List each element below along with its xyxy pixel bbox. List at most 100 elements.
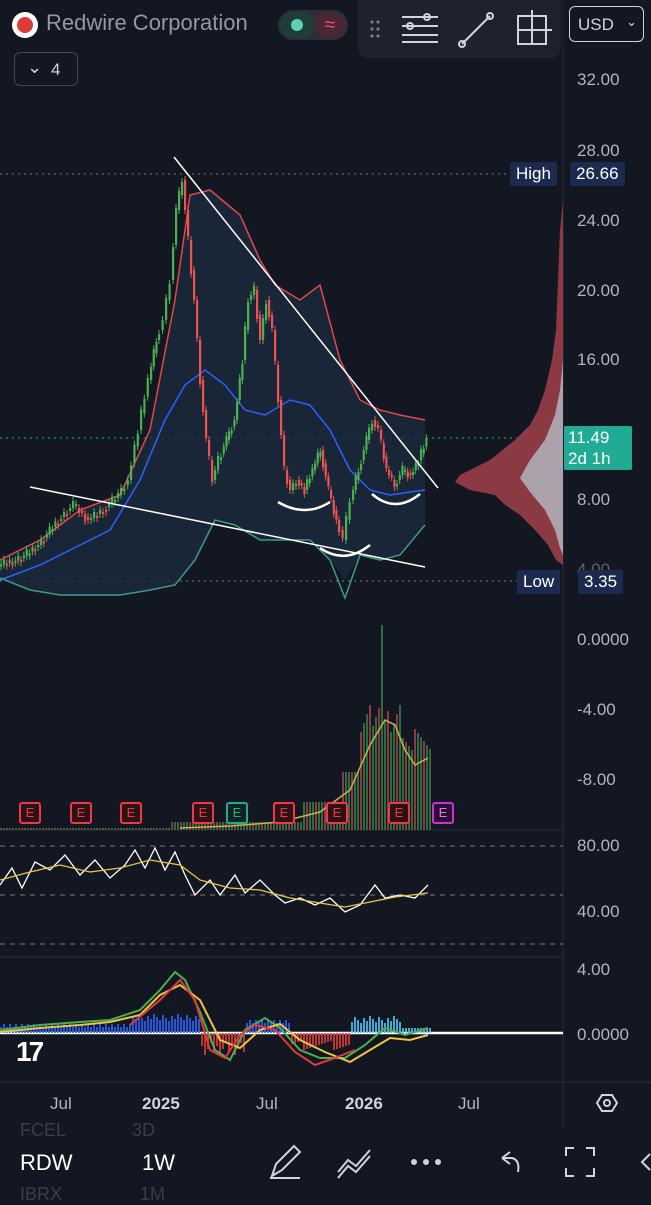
volume-bar <box>204 822 206 830</box>
earnings-marker[interactable]: E <box>388 802 410 824</box>
candle-body <box>253 286 256 295</box>
earnings-marker[interactable]: E <box>226 802 248 824</box>
macd-histogram-bar <box>255 1020 257 1033</box>
candle-body <box>300 483 303 486</box>
rsi-line <box>0 846 429 913</box>
volume-bar <box>261 822 263 830</box>
macd-histogram-bar <box>408 1028 410 1033</box>
volume-bar <box>258 822 260 830</box>
candle-body <box>31 547 34 552</box>
macd-histogram-bar <box>405 1028 407 1033</box>
macd-histogram-bar <box>276 1023 278 1033</box>
volume-bar <box>429 749 431 830</box>
macd-histogram-bar <box>144 1021 146 1033</box>
crosshair-box-icon <box>517 10 552 45</box>
earnings-marker[interactable]: E <box>273 802 295 824</box>
volume-profile-inner <box>520 360 563 555</box>
candle-body <box>233 420 236 427</box>
candle-body <box>385 456 388 468</box>
volume-bar <box>18 828 20 830</box>
macd-histogram-bar <box>411 1028 413 1033</box>
candle-body <box>45 534 48 538</box>
price-label: 28.00 <box>577 141 620 160</box>
macd-histogram-bar <box>84 1027 86 1033</box>
candle-body <box>69 508 72 511</box>
earnings-marker[interactable]: E <box>192 802 214 824</box>
candle-body <box>155 342 158 354</box>
volume-bar <box>99 828 101 830</box>
macd-histogram-bar <box>153 1014 155 1033</box>
macd-histogram-bar <box>111 1024 113 1033</box>
indicator-wave-icon[interactable]: ≈ <box>314 12 346 38</box>
earnings-marker[interactable]: E <box>326 802 348 824</box>
candle-body <box>283 435 286 466</box>
collapse-indicators-button[interactable]: ⌄ 4 <box>14 52 78 86</box>
macd-histogram-bar <box>216 1033 218 1046</box>
volume-bar <box>384 720 386 830</box>
candle-body <box>368 428 371 440</box>
settings-icon <box>595 1094 619 1112</box>
earnings-marker-upcoming[interactable]: E <box>432 802 454 824</box>
macd-histogram-bar <box>282 1023 284 1033</box>
macd-histogram-bar <box>315 1033 317 1046</box>
volume-bar <box>345 772 347 830</box>
volume-bar <box>207 822 209 830</box>
candle-body <box>17 556 20 561</box>
volume-bar <box>15 828 17 830</box>
candle-body <box>146 378 149 397</box>
volume-axis-label: -4.00 <box>577 700 616 719</box>
symbol-title[interactable]: Redwire Corporation <box>46 10 248 35</box>
macd-histogram-bar <box>219 1033 221 1055</box>
macd-histogram <box>0 1014 431 1055</box>
candle-body <box>90 518 93 520</box>
last-price-tag: 11.49 2d 1h <box>564 426 632 470</box>
candle-body <box>238 378 241 400</box>
rounded-bottom-3 <box>371 493 421 506</box>
volume-bar <box>411 750 413 830</box>
candle-body <box>289 480 292 490</box>
earnings-marker[interactable]: E <box>19 802 41 824</box>
volume-bar <box>291 822 293 830</box>
bollinger-lower-line <box>0 519 426 601</box>
volume-bar <box>414 729 416 830</box>
toggle-dot-icon[interactable] <box>280 12 314 38</box>
candle-body <box>136 434 139 447</box>
low-value: 3.35 <box>578 570 624 594</box>
macd-histogram-bar <box>141 1018 143 1033</box>
volume-bar <box>198 822 200 830</box>
symbol-button[interactable]: RDW <box>20 1150 73 1175</box>
macd-histogram-bar <box>186 1015 188 1033</box>
candle-body <box>48 526 51 535</box>
volume-bar <box>108 828 110 830</box>
candle-body <box>161 320 164 330</box>
macd-histogram-bar <box>396 1019 398 1033</box>
volume-bar <box>129 828 131 830</box>
candle-body <box>225 436 228 447</box>
volume-bar <box>78 828 80 830</box>
chevron-right-icon <box>640 1153 651 1171</box>
earnings-marker[interactable]: E <box>120 802 142 824</box>
macd-histogram-bar <box>306 1033 308 1049</box>
candle-body <box>2 559 6 565</box>
volume-bar <box>210 822 212 830</box>
candle-body <box>404 469 407 472</box>
candle-body <box>84 514 87 521</box>
candle-body <box>20 560 23 562</box>
candle-body <box>11 562 14 566</box>
candle-body <box>187 210 190 236</box>
currency-select[interactable]: USD ⌄ <box>569 6 644 42</box>
earnings-marker[interactable]: E <box>70 802 92 824</box>
candle-body <box>268 300 271 317</box>
macd-histogram-bar <box>21 1024 23 1033</box>
volume-bar <box>357 772 359 830</box>
volume-bar <box>270 822 272 830</box>
volume-bar <box>111 828 113 830</box>
volume-bar <box>162 828 164 830</box>
candle-body <box>14 560 17 563</box>
volume-bar <box>0 828 2 830</box>
macd-histogram-bar <box>369 1016 371 1033</box>
macd-histogram-bar <box>213 1033 215 1052</box>
interval-button[interactable]: 1W <box>142 1150 175 1175</box>
macd-histogram-bar <box>225 1033 227 1043</box>
